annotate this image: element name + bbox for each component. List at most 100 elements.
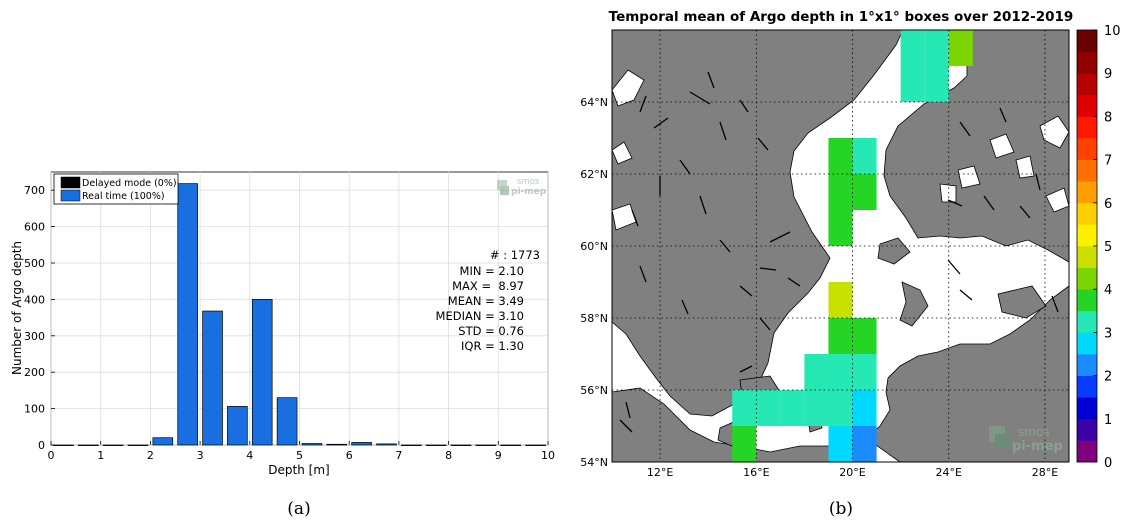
colorbar-segment — [1077, 30, 1097, 52]
bars-a — [53, 183, 546, 446]
colorbar-segment — [1077, 94, 1097, 117]
y-tick-label: 0 — [38, 439, 45, 452]
longitude-label: 24°E — [936, 466, 962, 479]
x-tick-label: 7 — [395, 449, 402, 462]
map-cell — [924, 66, 949, 102]
x-tick-label: 2 — [147, 449, 154, 462]
map-cell — [900, 30, 925, 66]
stat-mean: MEAN = 3.49 — [448, 294, 524, 308]
map-graticule — [612, 30, 1069, 462]
y-tick-label: 100 — [24, 403, 45, 416]
colorbar-segment — [1077, 418, 1097, 441]
y-tick-label: 300 — [24, 330, 45, 343]
map-cell — [948, 30, 973, 66]
smos-pimep-logo-a: smos pi-mep — [497, 177, 547, 197]
map-cell — [756, 390, 781, 426]
bar — [202, 310, 223, 446]
colorbar-segment — [1077, 289, 1097, 312]
map-content: smos pi-mep — [612, 30, 1069, 462]
legend-swatch-delayed — [60, 176, 81, 189]
bar — [376, 443, 397, 446]
stats-annotation: # : 1773 MIN = 2.10 MAX = 8.97 MEAN = 3.… — [436, 248, 540, 353]
logo-b-text-smos: smos — [1018, 425, 1050, 439]
colorbar-tick-label: 1 — [1104, 413, 1112, 428]
panel-b-map: Temporal mean of Argo depth in 1°x1° box… — [580, 9, 1120, 519]
land-finland — [883, 30, 1069, 263]
bar — [475, 444, 497, 446]
map-cell — [852, 138, 877, 174]
stat-median: MEDIAN = 3.10 — [436, 309, 524, 323]
colorbar-tick-label: 10 — [1104, 24, 1121, 39]
colorbar-tick-label: 3 — [1104, 326, 1112, 341]
legend-a: Delayed mode (0%) Real time (100%) — [53, 173, 179, 205]
bar — [251, 299, 273, 446]
bar — [127, 444, 149, 446]
map-cell — [828, 318, 853, 354]
colorbar-segment — [1077, 116, 1097, 139]
bar — [301, 443, 323, 446]
legend-label-delayed: Delayed mode (0%) — [82, 178, 177, 189]
map-cell — [828, 390, 853, 426]
colorbar-segment — [1077, 73, 1097, 96]
bar — [401, 444, 422, 446]
logo-text-pimep: pi-mep — [511, 187, 547, 197]
logo-text-smos: smos — [517, 177, 540, 187]
bar — [425, 444, 447, 446]
colorbar — [1076, 29, 1098, 463]
map-cell — [852, 174, 877, 210]
map-cell — [732, 390, 757, 426]
stat-max: MAX = 8.97 — [452, 279, 524, 293]
bar — [177, 183, 198, 446]
map-cell — [804, 354, 829, 390]
longitude-label: 16°E — [743, 466, 769, 479]
colorbar-tick-label: 0 — [1104, 456, 1112, 471]
map-cell — [852, 318, 877, 354]
legend-swatch-realtime — [60, 189, 81, 202]
latitude-label: 62°N — [580, 168, 608, 181]
bar — [351, 442, 372, 446]
colorbar-segment — [1077, 51, 1097, 74]
land-scandinavia — [612, 30, 904, 417]
inland-lakes — [612, 69, 1069, 231]
bar — [326, 443, 348, 446]
bar — [152, 437, 174, 446]
argo-depth-cells — [732, 30, 973, 462]
panel-a-caption: (a) — [287, 499, 310, 519]
colorbar-tick-label: 5 — [1104, 240, 1112, 255]
colorbar-segment — [1077, 246, 1097, 268]
land-saaremaa — [997, 285, 1047, 319]
panel-b-caption: (b) — [829, 499, 853, 519]
coastline-dashes — [619, 71, 1059, 433]
map-longitude-labels: 12°E 16°E 20°E 24°E 28°E — [647, 466, 1058, 479]
y-axis-label: Number of Argo depth — [10, 241, 24, 375]
y-tick-label: 400 — [24, 293, 45, 306]
land-denmark — [612, 387, 859, 462]
colorbar-segment — [1077, 332, 1097, 355]
land-aland — [877, 237, 911, 265]
y-tick-label: 600 — [24, 221, 45, 234]
longitude-label: 20°E — [839, 466, 865, 479]
map-cell — [828, 354, 853, 390]
colorbar-segment — [1077, 397, 1097, 420]
map-cell — [828, 174, 853, 210]
longitude-label: 12°E — [647, 466, 673, 479]
x-tick-label: 3 — [197, 449, 204, 462]
map-cell — [828, 210, 853, 246]
map-cell — [852, 390, 877, 426]
colorbar-tick-labels: 0 1 2 3 4 5 6 7 8 9 10 — [1104, 24, 1121, 471]
colorbar-segment — [1077, 354, 1097, 376]
colorbar-segment — [1077, 138, 1097, 160]
map-cell — [828, 426, 853, 462]
colorbar-segment — [1077, 159, 1097, 182]
x-tick-label: 1 — [97, 449, 104, 462]
x-tick-label: 10 — [541, 449, 555, 462]
colorbar-segment — [1077, 440, 1097, 463]
x-tick-label: 8 — [445, 449, 452, 462]
map-cell — [804, 390, 829, 426]
latitude-label: 54°N — [580, 456, 608, 469]
y-tick-label: 200 — [24, 366, 45, 379]
map-title: Temporal mean of Argo depth in 1°x1° box… — [609, 9, 1074, 25]
stat-std: STD = 0.76 — [458, 324, 524, 338]
map-cell — [828, 138, 853, 174]
